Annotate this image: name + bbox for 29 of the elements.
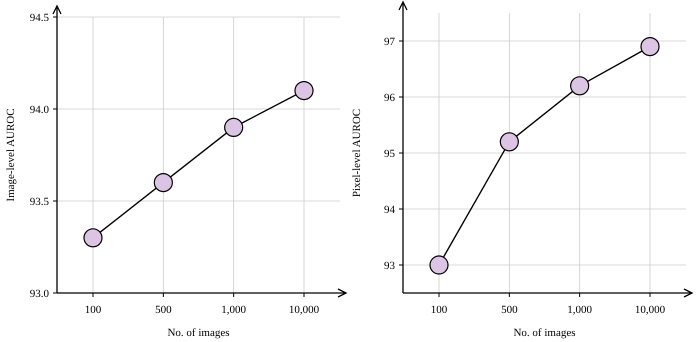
- point: [294, 81, 314, 100]
- x-tick-label: 1,000: [221, 304, 247, 316]
- point: [224, 118, 244, 137]
- y-tick-label: 94: [384, 204, 396, 216]
- x-tick-label: 500: [501, 304, 518, 316]
- point: [154, 173, 173, 192]
- y-tick-label: 94.5: [30, 12, 50, 24]
- y-tick-label: 93: [384, 260, 396, 272]
- x-axis-title: No. of images: [167, 327, 230, 339]
- y-tick-label: 93.0: [30, 288, 50, 300]
- point: [640, 37, 660, 56]
- y-tick-label: 95: [384, 148, 396, 160]
- point: [570, 76, 590, 96]
- y-axis-title: Pixel-level AUROC: [351, 108, 363, 198]
- point: [83, 228, 103, 248]
- x-tick-label: 10,000: [288, 304, 320, 316]
- point: [429, 255, 449, 275]
- y-tick-label: 94.0: [30, 104, 50, 116]
- y-tick-label: 97: [384, 36, 396, 48]
- x-tick-label: 500: [155, 304, 172, 316]
- x-tick-label: 100: [430, 304, 448, 316]
- y-axis-title: Image-level AUROC: [5, 108, 17, 202]
- x-tick-label: 100: [84, 304, 102, 316]
- x-axis-title: No. of images: [513, 327, 576, 339]
- y-tick-label: 96: [384, 92, 396, 104]
- point: [500, 132, 519, 152]
- x-tick-label: 10,000: [634, 304, 666, 316]
- y-tick-label: 93.5: [30, 196, 50, 208]
- x-tick-label: 1,000: [567, 304, 593, 316]
